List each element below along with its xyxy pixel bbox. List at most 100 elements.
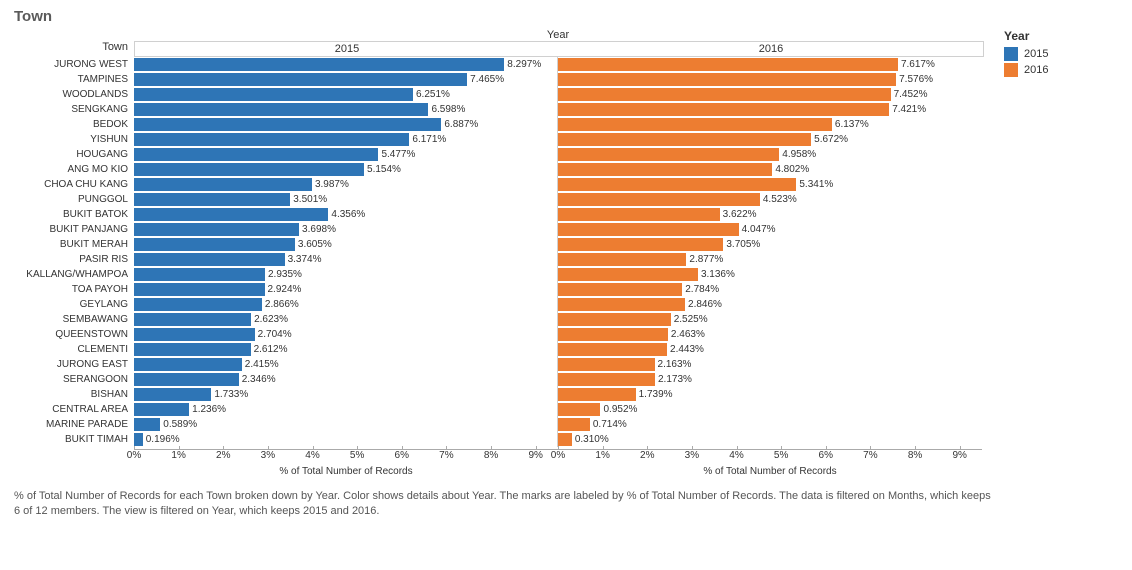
bar-cell: 0.310% bbox=[558, 432, 982, 447]
bar-value-label: 2.163% bbox=[655, 357, 692, 372]
legend: Year 2015 2016 bbox=[1004, 29, 1048, 79]
bar[interactable] bbox=[134, 358, 242, 371]
bar[interactable] bbox=[134, 403, 189, 416]
bar[interactable] bbox=[134, 58, 504, 71]
bar-cell: 4.047% bbox=[558, 222, 982, 237]
bar[interactable] bbox=[134, 268, 265, 281]
bar[interactable] bbox=[134, 298, 262, 311]
bar[interactable] bbox=[134, 373, 239, 386]
bar[interactable] bbox=[558, 388, 636, 401]
legend-item-2015[interactable]: 2015 bbox=[1004, 47, 1048, 61]
bar[interactable] bbox=[134, 208, 328, 221]
bar-cell: 5.477% bbox=[134, 147, 558, 162]
bar-value-label: 8.297% bbox=[504, 57, 541, 72]
row-label: BEDOK bbox=[14, 119, 134, 130]
bar[interactable] bbox=[134, 388, 211, 401]
bar[interactable] bbox=[558, 208, 720, 221]
table-row: MARINE PARADE0.589%0.714% bbox=[14, 417, 984, 432]
bar-cell: 2.612% bbox=[134, 342, 558, 357]
bar[interactable] bbox=[558, 343, 667, 356]
legend-label-2016: 2016 bbox=[1024, 64, 1048, 76]
row-label: CENTRAL AREA bbox=[14, 404, 134, 415]
table-row: CHOA CHU KANG3.987%5.341% bbox=[14, 177, 984, 192]
bar[interactable] bbox=[558, 358, 655, 371]
bar-cell: 6.137% bbox=[558, 117, 982, 132]
bar[interactable] bbox=[558, 328, 668, 341]
bar-value-label: 2.463% bbox=[668, 327, 705, 342]
bar[interactable] bbox=[558, 133, 811, 146]
bar[interactable] bbox=[134, 418, 160, 431]
bar-cell: 3.136% bbox=[558, 267, 982, 282]
bar[interactable] bbox=[558, 403, 600, 416]
bar[interactable] bbox=[558, 238, 723, 251]
bar[interactable] bbox=[134, 73, 467, 86]
axis-tick: 3% bbox=[685, 450, 699, 461]
bar-cell: 3.605% bbox=[134, 237, 558, 252]
table-row: PASIR RIS3.374%2.877% bbox=[14, 252, 984, 267]
bar-cell: 3.622% bbox=[558, 207, 982, 222]
bar[interactable] bbox=[558, 283, 682, 296]
bar[interactable] bbox=[134, 283, 265, 296]
bar-value-label: 3.136% bbox=[698, 267, 735, 282]
table-row: BUKIT TIMAH0.196%0.310% bbox=[14, 432, 984, 447]
row-label: BUKIT PANJANG bbox=[14, 224, 134, 235]
bar-value-label: 2.924% bbox=[265, 282, 302, 297]
bar[interactable] bbox=[558, 118, 832, 131]
bar[interactable] bbox=[134, 223, 299, 236]
bar[interactable] bbox=[134, 163, 364, 176]
bar[interactable] bbox=[134, 343, 251, 356]
bar-value-label: 2.935% bbox=[265, 267, 302, 282]
bar[interactable] bbox=[134, 313, 251, 326]
bar-cell: 3.987% bbox=[134, 177, 558, 192]
bar-value-label: 1.739% bbox=[636, 387, 673, 402]
table-row: GEYLANG2.866%2.846% bbox=[14, 297, 984, 312]
bar[interactable] bbox=[134, 133, 409, 146]
bar[interactable] bbox=[558, 298, 685, 311]
column-header-2016[interactable]: 2016 bbox=[559, 41, 984, 57]
bar[interactable] bbox=[558, 433, 572, 446]
bar[interactable] bbox=[558, 58, 898, 71]
bar[interactable] bbox=[558, 178, 796, 191]
bar[interactable] bbox=[558, 223, 739, 236]
column-header-2015[interactable]: 2015 bbox=[134, 41, 559, 57]
bar[interactable] bbox=[558, 103, 889, 116]
bar[interactable] bbox=[558, 73, 896, 86]
bar-cell: 7.617% bbox=[558, 57, 982, 72]
bar[interactable] bbox=[558, 373, 655, 386]
bar[interactable] bbox=[134, 88, 413, 101]
bar-value-label: 0.310% bbox=[572, 432, 609, 447]
row-label: JURONG WEST bbox=[14, 59, 134, 70]
axis-tick: 6% bbox=[819, 450, 833, 461]
row-label: SERANGOON bbox=[14, 374, 134, 385]
bar[interactable] bbox=[134, 433, 143, 446]
x-axis-title-2015: % of Total Number of Records bbox=[134, 464, 558, 477]
bar[interactable] bbox=[558, 88, 891, 101]
bar[interactable] bbox=[134, 103, 428, 116]
caption-text: % of Total Number of Records for each To… bbox=[14, 489, 994, 519]
bar-cell: 7.465% bbox=[134, 72, 558, 87]
x-axis-2016: 0%1%2%3%4%5%6%7%8%9% bbox=[558, 449, 982, 464]
axis-tick: 7% bbox=[439, 450, 453, 461]
bar[interactable] bbox=[134, 253, 285, 266]
bar-cell: 3.501% bbox=[134, 192, 558, 207]
legend-item-2016[interactable]: 2016 bbox=[1004, 63, 1048, 77]
bar[interactable] bbox=[134, 193, 290, 206]
bar[interactable] bbox=[134, 178, 312, 191]
bar[interactable] bbox=[134, 148, 378, 161]
bar[interactable] bbox=[134, 238, 295, 251]
bar[interactable] bbox=[558, 418, 590, 431]
bar[interactable] bbox=[558, 313, 671, 326]
bar[interactable] bbox=[558, 193, 760, 206]
bar[interactable] bbox=[558, 163, 772, 176]
bar-cell: 7.452% bbox=[558, 87, 982, 102]
table-row: TOA PAYOH2.924%2.784% bbox=[14, 282, 984, 297]
bar-cell: 1.236% bbox=[134, 402, 558, 417]
axis-tick: 6% bbox=[395, 450, 409, 461]
axis-tick: 1% bbox=[171, 450, 185, 461]
table-row: SENGKANG6.598%7.421% bbox=[14, 102, 984, 117]
bar[interactable] bbox=[558, 253, 686, 266]
bar[interactable] bbox=[134, 118, 441, 131]
bar[interactable] bbox=[558, 268, 698, 281]
bar[interactable] bbox=[558, 148, 779, 161]
bar[interactable] bbox=[134, 328, 255, 341]
